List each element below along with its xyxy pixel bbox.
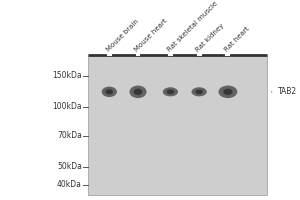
Ellipse shape [134, 89, 142, 95]
Ellipse shape [167, 90, 174, 94]
Ellipse shape [105, 89, 113, 94]
Ellipse shape [195, 90, 203, 94]
Text: TAB2: TAB2 [278, 87, 297, 96]
Text: 40kDa: 40kDa [57, 180, 82, 189]
Text: 100kDa: 100kDa [52, 102, 82, 111]
Ellipse shape [163, 87, 178, 96]
Ellipse shape [223, 89, 232, 95]
Text: Mouse heart: Mouse heart [134, 18, 169, 53]
Ellipse shape [191, 87, 207, 96]
Text: 150kDa: 150kDa [52, 71, 82, 80]
Text: 50kDa: 50kDa [57, 162, 82, 171]
Text: Rat skeletal muscle: Rat skeletal muscle [166, 1, 218, 53]
Text: Rat heart: Rat heart [224, 26, 251, 53]
Text: Rat kidney: Rat kidney [195, 23, 226, 53]
Text: 70kDa: 70kDa [57, 131, 82, 140]
Ellipse shape [218, 86, 237, 98]
Bar [88, 55, 267, 195]
Ellipse shape [102, 87, 117, 97]
Ellipse shape [130, 86, 147, 98]
Text: Mouse brain: Mouse brain [105, 19, 140, 53]
